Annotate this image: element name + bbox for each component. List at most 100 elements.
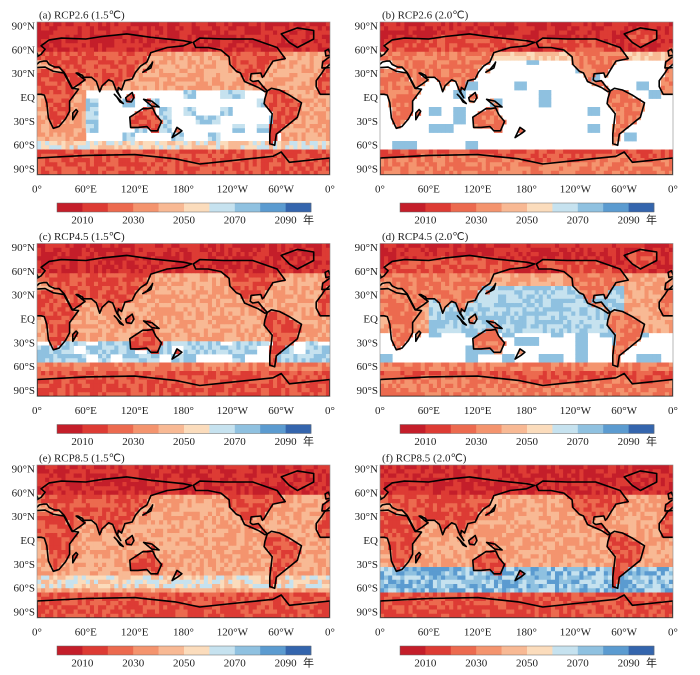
map-cell bbox=[441, 30, 446, 36]
map-cell bbox=[77, 166, 83, 172]
map-cell bbox=[388, 47, 393, 53]
map-cell bbox=[114, 256, 119, 261]
map-cell bbox=[236, 94, 241, 99]
map-cell bbox=[563, 43, 568, 48]
lon-tick-label: 0° bbox=[668, 184, 678, 196]
map-cell bbox=[408, 56, 413, 61]
map-cell bbox=[563, 158, 568, 163]
colorbar-unit: 年 bbox=[303, 213, 314, 227]
map-cell bbox=[445, 64, 450, 70]
lon-tick-label: 120°W bbox=[217, 184, 249, 196]
map-cell bbox=[473, 115, 479, 121]
map-cell bbox=[134, 375, 140, 380]
map-cell bbox=[81, 320, 87, 325]
map-cell bbox=[432, 166, 438, 172]
map-cell bbox=[85, 124, 91, 129]
map-cell bbox=[616, 149, 621, 155]
map-cell bbox=[211, 26, 217, 31]
map-cell bbox=[293, 132, 298, 138]
map-cell bbox=[404, 90, 409, 95]
map-cell bbox=[542, 90, 548, 95]
map-cell bbox=[432, 111, 438, 116]
map-cell bbox=[53, 30, 58, 36]
map-cell bbox=[114, 252, 119, 257]
map-cell bbox=[441, 73, 446, 78]
map-cell bbox=[110, 281, 115, 287]
map-cell bbox=[412, 51, 418, 57]
map-cell bbox=[305, 102, 311, 108]
map-cell bbox=[607, 43, 613, 48]
map-cell bbox=[559, 39, 564, 44]
map-cell bbox=[41, 290, 46, 295]
map-cell bbox=[461, 60, 466, 65]
map-cell bbox=[150, 98, 156, 104]
map-cell bbox=[122, 34, 127, 40]
map-cell bbox=[477, 119, 483, 125]
map-cell bbox=[583, 26, 588, 31]
map-cell bbox=[142, 354, 148, 359]
map-cell bbox=[485, 22, 491, 27]
map-cell bbox=[126, 68, 131, 74]
map-cell bbox=[216, 51, 221, 57]
map-cell bbox=[502, 34, 507, 40]
map-cell bbox=[138, 56, 144, 61]
map-cell bbox=[309, 43, 315, 48]
map-cell bbox=[412, 68, 418, 74]
map-cell bbox=[203, 115, 209, 121]
map-cell bbox=[281, 111, 286, 116]
map-cell bbox=[273, 26, 278, 31]
map-cell bbox=[146, 307, 152, 312]
map-cell bbox=[106, 145, 111, 150]
map-cell bbox=[183, 141, 188, 146]
map-cell bbox=[102, 354, 107, 359]
map-cell bbox=[61, 281, 66, 287]
map-cell bbox=[317, 162, 323, 167]
map-cell bbox=[41, 56, 46, 61]
map-cell bbox=[224, 68, 229, 74]
map-cell bbox=[179, 162, 184, 167]
colorbar-segment bbox=[628, 203, 655, 212]
map-cell bbox=[228, 107, 233, 112]
map-cell bbox=[163, 73, 168, 78]
map-cell bbox=[656, 30, 662, 36]
map-cell bbox=[98, 337, 103, 342]
map-cell bbox=[102, 149, 107, 155]
map-cell bbox=[77, 269, 83, 274]
map-cell bbox=[400, 81, 405, 87]
map-cell bbox=[522, 22, 527, 27]
map-cell bbox=[138, 119, 144, 125]
map-cell bbox=[85, 56, 91, 61]
map-cell bbox=[607, 166, 613, 172]
map-cell bbox=[281, 73, 286, 78]
map-cell bbox=[620, 170, 625, 175]
map-cell bbox=[465, 60, 470, 65]
map-cell bbox=[73, 273, 79, 278]
map-cell bbox=[73, 354, 79, 359]
map-cell bbox=[191, 170, 197, 175]
map-cell bbox=[73, 341, 79, 346]
map-cell bbox=[538, 51, 544, 57]
map-cell bbox=[616, 128, 621, 133]
map-cell bbox=[41, 349, 46, 355]
map-cell bbox=[49, 51, 54, 57]
map-cell bbox=[256, 30, 262, 36]
map-cell bbox=[268, 73, 274, 78]
map-cell bbox=[57, 51, 62, 57]
map-cell bbox=[85, 264, 91, 270]
coastline bbox=[606, 87, 646, 147]
map-cell bbox=[392, 98, 397, 104]
coastline bbox=[380, 66, 423, 130]
map-cell bbox=[216, 34, 221, 40]
map-cell bbox=[57, 170, 62, 175]
map-cell bbox=[285, 115, 290, 121]
map-cell bbox=[392, 30, 397, 36]
map-cell bbox=[45, 162, 50, 167]
map-cell bbox=[301, 132, 306, 138]
map-cell bbox=[309, 51, 315, 57]
map-cell bbox=[546, 94, 552, 99]
map-cell bbox=[510, 34, 515, 40]
map-cell bbox=[179, 132, 184, 138]
map-cell bbox=[114, 366, 119, 372]
colorbar-label: 2010 bbox=[71, 215, 94, 227]
map-cell bbox=[412, 73, 418, 78]
